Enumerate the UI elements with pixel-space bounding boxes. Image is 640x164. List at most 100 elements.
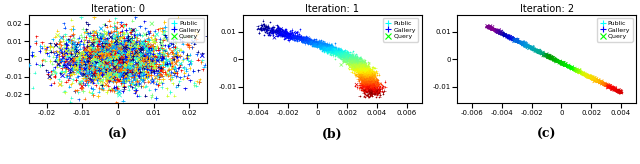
Point <box>118 77 129 80</box>
Point <box>573 69 584 72</box>
Point <box>321 46 331 48</box>
Point <box>121 45 131 48</box>
Point <box>65 70 76 73</box>
Point <box>601 83 611 85</box>
Point <box>339 57 349 59</box>
Point <box>363 76 373 79</box>
Point <box>602 83 612 86</box>
Point <box>109 72 120 75</box>
Point <box>77 53 88 56</box>
Point <box>108 46 118 49</box>
Point <box>607 87 618 89</box>
Point <box>591 79 601 82</box>
Point <box>369 73 379 75</box>
Point <box>273 30 283 32</box>
Point <box>74 52 84 54</box>
Point <box>506 36 516 39</box>
Point <box>337 51 348 53</box>
Point <box>357 78 367 81</box>
Point <box>128 55 138 58</box>
Point <box>90 71 100 74</box>
Point <box>524 46 534 48</box>
Point <box>297 38 307 41</box>
Point <box>521 44 531 47</box>
Point <box>363 90 373 92</box>
Point <box>104 69 114 72</box>
Point <box>112 42 122 45</box>
Point <box>309 41 319 43</box>
Point <box>326 48 336 51</box>
Point <box>111 66 122 68</box>
Point <box>352 69 362 72</box>
Point <box>70 62 80 65</box>
Point <box>84 61 94 64</box>
Point <box>138 56 148 59</box>
Point <box>544 55 554 57</box>
Point <box>342 57 352 60</box>
Point <box>554 61 564 63</box>
Point <box>339 50 349 52</box>
Point <box>102 91 112 93</box>
Point <box>110 43 120 45</box>
Point <box>104 59 115 62</box>
Point <box>535 51 545 54</box>
Point <box>150 38 160 40</box>
Point <box>591 78 601 81</box>
Point <box>350 62 360 64</box>
Point <box>362 82 372 85</box>
Point <box>135 53 145 56</box>
Point <box>352 63 362 66</box>
Point <box>367 82 377 85</box>
Point <box>358 68 369 70</box>
Point <box>358 63 368 65</box>
Point <box>348 54 358 57</box>
Point <box>93 91 104 93</box>
Point <box>116 41 126 43</box>
Point <box>535 51 545 54</box>
Point <box>548 57 559 60</box>
Point <box>353 64 364 67</box>
Point <box>511 38 522 41</box>
Point <box>312 40 322 43</box>
Point <box>95 69 105 72</box>
Point <box>96 37 106 39</box>
Point <box>354 67 364 70</box>
Point <box>186 35 196 38</box>
Point <box>350 67 360 70</box>
Point <box>523 45 533 47</box>
Point <box>528 48 538 51</box>
Point <box>348 57 358 59</box>
Point <box>86 63 96 65</box>
Point <box>151 48 161 51</box>
Point <box>364 80 374 83</box>
Point <box>159 61 169 63</box>
Point <box>497 32 507 35</box>
Point <box>593 80 603 83</box>
Point <box>134 61 144 63</box>
Point <box>342 54 352 57</box>
Point <box>613 89 623 92</box>
Point <box>158 71 168 73</box>
Point <box>140 33 150 36</box>
Point <box>364 81 374 83</box>
Point <box>106 76 116 79</box>
Point <box>367 66 377 69</box>
Point <box>102 59 112 61</box>
Point <box>90 50 100 52</box>
Point <box>315 48 325 50</box>
Point <box>93 76 104 79</box>
Point <box>184 46 194 48</box>
Point <box>348 59 358 62</box>
Point <box>497 31 507 34</box>
Point <box>118 32 129 35</box>
Point <box>365 92 375 95</box>
Point <box>573 70 584 73</box>
Point <box>367 75 377 78</box>
Point <box>582 74 592 77</box>
Point <box>500 34 511 37</box>
Point <box>133 84 143 87</box>
Point <box>345 58 355 61</box>
Point <box>129 72 139 75</box>
Point <box>342 52 353 54</box>
Point <box>115 75 125 78</box>
